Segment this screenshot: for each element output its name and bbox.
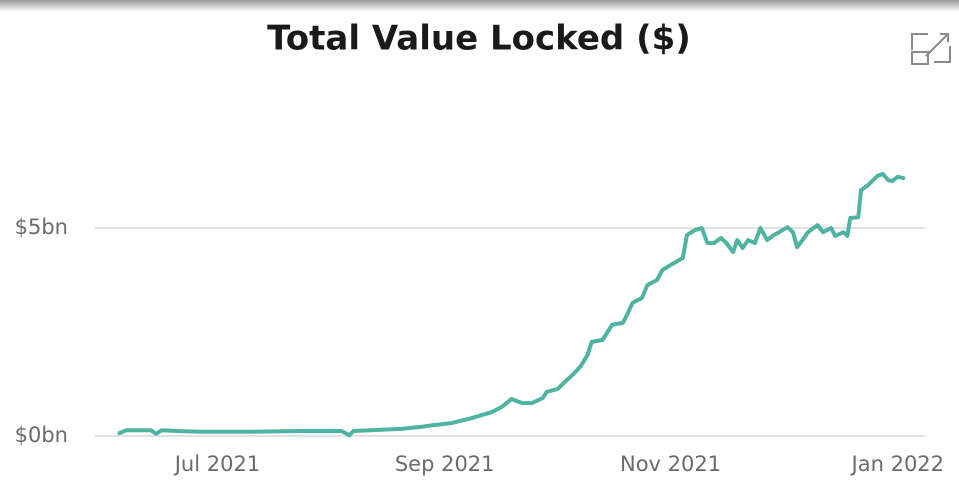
y-tick-label: $5bn [15,215,68,239]
x-tick-label: Sep 2021 [395,452,495,476]
expand-icon[interactable] [911,33,951,65]
x-tick-label: Jul 2021 [173,452,260,476]
top-shadow [0,0,959,12]
x-tick-label: Nov 2021 [620,452,721,476]
x-tick-label: Jan 2022 [850,452,945,476]
chart-title: Total Value Locked ($) [267,19,691,59]
data-line [117,171,906,438]
y-tick-label: $0bn [15,423,68,447]
